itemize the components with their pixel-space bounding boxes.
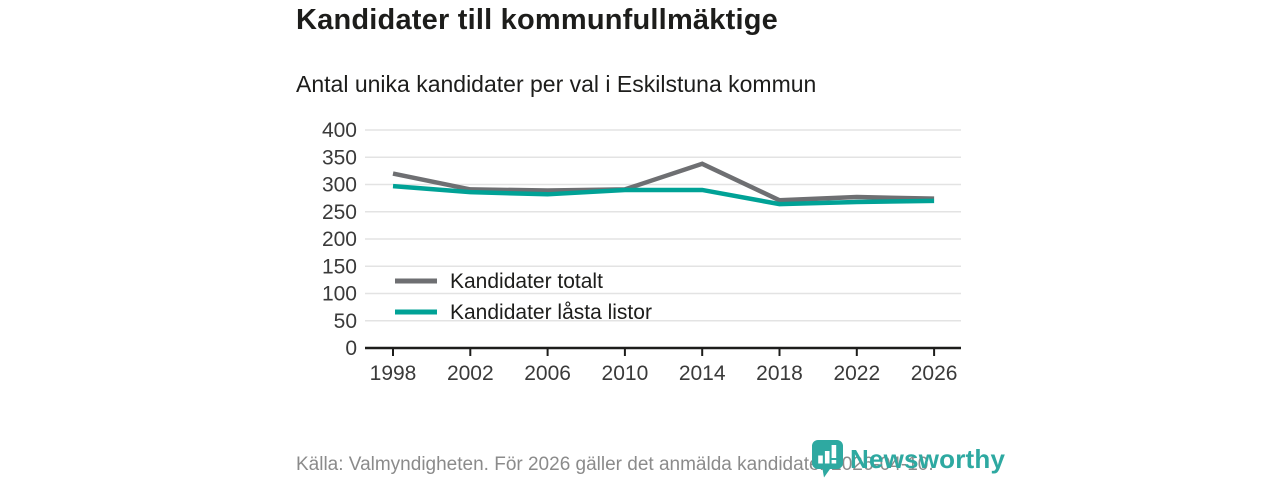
newsworthy-icon: [812, 440, 843, 478]
y-tick-label: 0: [345, 337, 357, 360]
y-tick-label: 100: [322, 283, 357, 306]
legend-label: Kandidater låsta listor: [450, 301, 652, 324]
line-chart: 0 50 100 150 200 250 300 350 400 1998 2002 2006 2010…: [322, 119, 961, 385]
bar-small: [818, 455, 823, 464]
x-tick-label: 2018: [756, 362, 803, 385]
x-tick-label: 2014: [679, 362, 726, 385]
y-tick-label: 250: [322, 201, 357, 224]
y-tick-label: 200: [322, 228, 357, 251]
bar-medium: [824, 451, 830, 464]
exclamation-dot: [831, 460, 837, 464]
x-tick-label: 2010: [602, 362, 649, 385]
chart-subtitle: Antal unika kandidater per val i Eskilst…: [296, 71, 817, 97]
newsworthy-wordmark: Newsworthy: [850, 444, 1006, 474]
source-note: Källa: Valmyndigheten. För 2026 gäller d…: [296, 454, 934, 475]
x-tick-label: 1998: [370, 362, 417, 385]
chart-title: Kandidater till kommunfullmäktige: [296, 4, 778, 36]
newsworthy-logo: Newsworthy: [811, 439, 1005, 478]
exclamation-bar: [831, 445, 837, 458]
x-tick-label: 2006: [524, 362, 571, 385]
y-tick-label: 350: [322, 146, 357, 169]
y-tick-label: 150: [322, 255, 357, 278]
y-tick-label: 50: [334, 310, 357, 333]
x-tick-label: 2002: [447, 362, 494, 385]
y-tick-label: 300: [322, 174, 357, 197]
series-line-locked-lists: [392, 183, 935, 207]
legend-label: Kandidater totalt: [450, 270, 603, 293]
x-tick-label: 2022: [833, 362, 880, 385]
y-tick-label: 400: [322, 119, 357, 142]
series-line-total: [392, 161, 935, 203]
x-tick-label: 2026: [911, 362, 958, 385]
